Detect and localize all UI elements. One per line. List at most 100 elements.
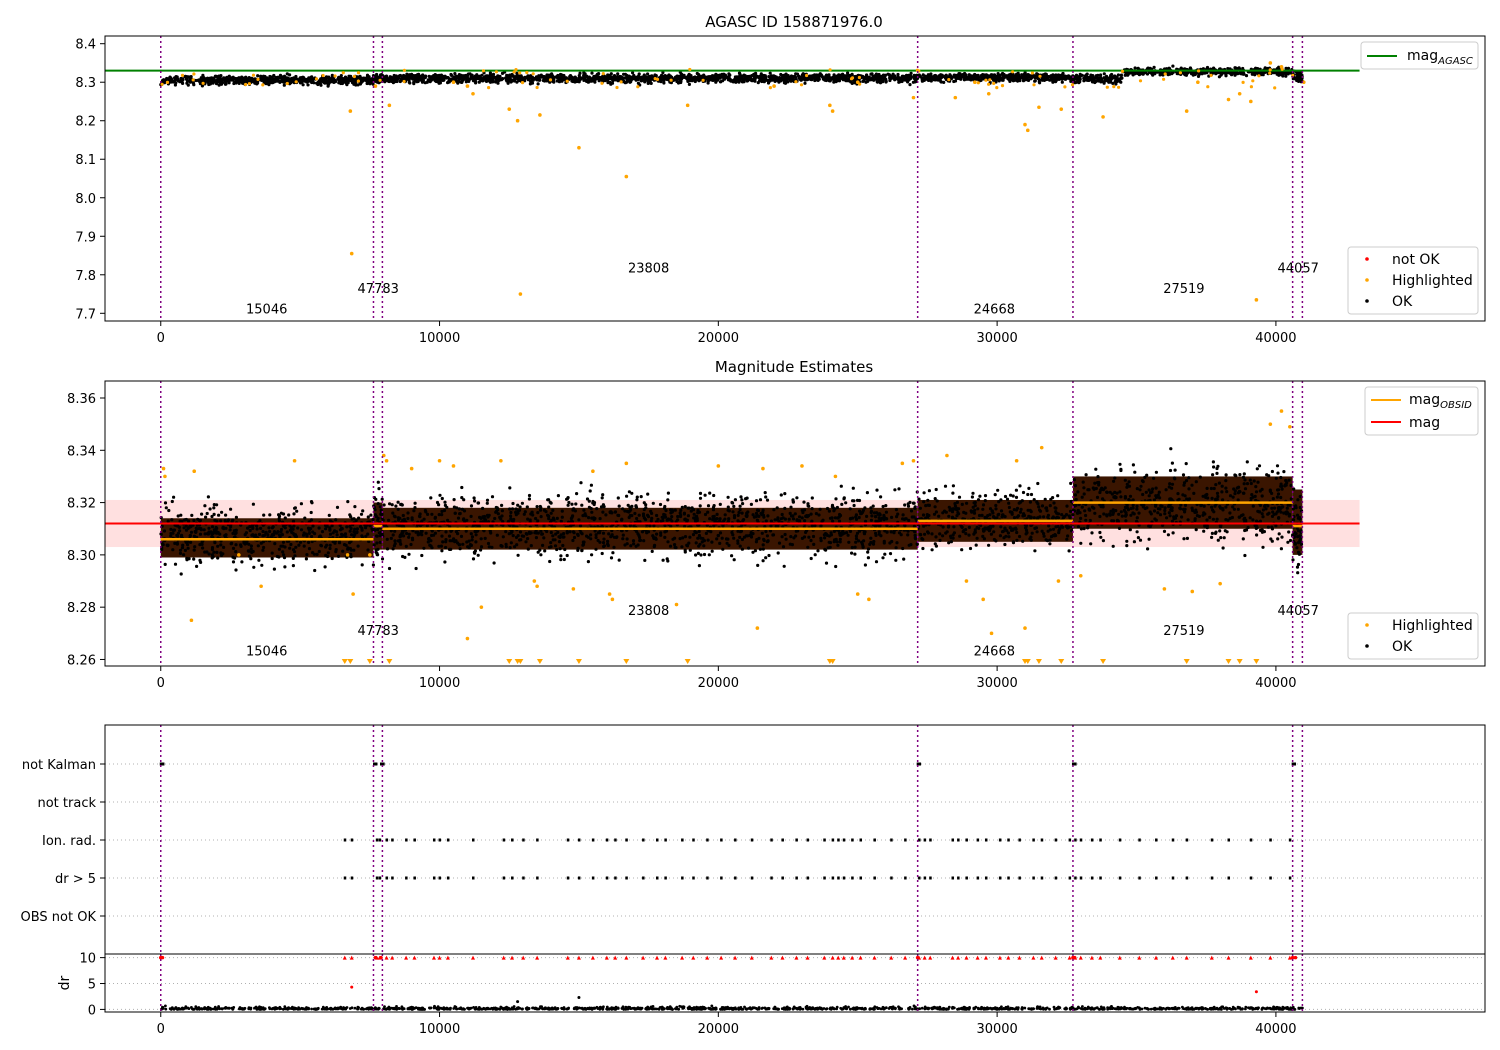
magnitude-ok-point	[830, 516, 834, 520]
magnitude-ok-point	[869, 536, 873, 540]
magnitude-ok-point	[328, 543, 332, 547]
agasc-ok-point	[646, 75, 650, 80]
agasc-ok-point	[506, 76, 510, 80]
magnitude-ok-point	[567, 500, 571, 505]
agasc-ok-point	[453, 72, 457, 76]
agasc-ok-point	[259, 78, 263, 82]
agasc-ok-point	[865, 77, 869, 81]
agasc-ok-point	[558, 76, 562, 80]
magnitude-ok-point	[389, 529, 393, 533]
magnitude-ok-point	[504, 542, 508, 546]
magnitude-ok-point	[516, 553, 520, 557]
magnitude-ok-point	[251, 549, 255, 554]
agasc-ok-point	[1015, 72, 1019, 76]
magnitude-ok-point	[437, 544, 441, 548]
magnitude-ok-point	[827, 509, 832, 513]
agasc-ok-point	[616, 72, 620, 76]
magnitude-ok-point	[542, 508, 546, 512]
agasc-ok-point	[550, 72, 554, 76]
magnitude-ok-point	[283, 565, 287, 569]
agasc-ok-point	[601, 74, 605, 78]
magnitude-ok-point	[210, 532, 214, 536]
magnitude-ok-point	[170, 518, 174, 522]
agasc-ok-point	[316, 82, 320, 87]
magnitude-ok-point	[357, 516, 361, 520]
agasc-ok-point	[341, 77, 345, 81]
magnitude-ok-point	[231, 546, 236, 550]
agasc-highlighted-point	[192, 72, 196, 76]
magnitude-ok-point	[572, 535, 577, 540]
agasc-ok-point	[791, 77, 795, 81]
agasc-highlighted-point	[1268, 71, 1272, 75]
agasc-ok-point	[419, 76, 423, 80]
magnitude-ok-point	[650, 511, 654, 515]
magnitude-ok-point	[706, 538, 710, 542]
magnitude-ok-point	[324, 553, 328, 557]
magnitude-ok-point	[555, 516, 559, 520]
magnitude-ok-point	[721, 547, 725, 551]
magnitude-ok-point	[375, 528, 380, 532]
agasc-ok-point	[232, 81, 236, 86]
magnitude-ok-point	[380, 497, 384, 501]
agasc-highlighted-point	[857, 75, 862, 80]
agasc-ok-point	[196, 78, 200, 82]
agasc-ok-point	[217, 74, 221, 78]
agasc-ok-point	[496, 81, 500, 85]
agasc-ok-point	[897, 80, 901, 84]
magnitude-ok-point	[679, 513, 683, 517]
magnitude-ok-point	[305, 534, 309, 538]
magnitude-ok-point	[868, 542, 872, 546]
magnitude-ok-point	[299, 502, 303, 506]
agasc-ok-point	[460, 80, 464, 84]
magnitude-ok-point	[438, 493, 442, 497]
magnitude-ok-point	[490, 495, 495, 499]
magnitude-ok-point	[251, 502, 255, 506]
magnitude-ok-point	[376, 480, 380, 484]
agasc-ok-point	[832, 77, 837, 81]
magnitude-ok-point	[371, 517, 375, 522]
agasc-ok-point	[1146, 66, 1150, 70]
magnitude-ok-point	[277, 519, 281, 523]
agasc-ok-point	[1123, 73, 1127, 77]
magnitude-ok-point	[598, 517, 602, 521]
magnitude-ok-point	[360, 534, 364, 538]
agasc-ok-point	[709, 75, 713, 79]
magnitude-ok-point	[577, 518, 581, 522]
agasc-highlighted-point	[520, 81, 525, 85]
magnitude-ok-point	[281, 550, 285, 554]
magnitude-ok-point	[730, 500, 734, 505]
agasc-ok-point	[1082, 79, 1086, 83]
agasc-highlighted-point	[976, 81, 980, 85]
agasc-ok-point	[425, 80, 429, 84]
magnitude-ok-point	[249, 557, 253, 561]
magnitude-ok-point	[172, 495, 176, 499]
agasc-obsid-label: 27519	[1163, 282, 1204, 297]
magnitude-ok-point	[508, 486, 512, 490]
agasc-ok-point	[737, 71, 742, 75]
magnitude-ok-point	[590, 510, 594, 514]
agasc-ok-point	[397, 74, 401, 79]
agasc-ok-point	[433, 78, 437, 82]
magnitude-ok-point	[704, 531, 709, 535]
magnitude-ok-point	[222, 545, 226, 549]
magnitude-ok-point	[486, 520, 491, 524]
magnitude-ok-point	[869, 518, 874, 522]
magnitude-ok-point	[366, 532, 370, 536]
agasc-ok-point	[174, 81, 178, 85]
agasc-legend-bottom: not OK Highlighted OK	[1347, 246, 1479, 315]
agasc-highlighted-point	[794, 80, 798, 84]
magnitude-ok-point	[257, 532, 262, 536]
magnitude-ok-point	[462, 498, 466, 502]
agasc-ok-point	[278, 80, 282, 84]
magnitude-ok-point	[580, 532, 584, 536]
magnitude-ok-point	[688, 535, 692, 539]
magnitude-ok-point	[344, 535, 348, 539]
agasc-ok-point	[743, 74, 747, 78]
agasc-ok-point	[438, 75, 442, 79]
magnitude-ok-point	[307, 531, 311, 535]
magnitude-ok-point	[874, 524, 878, 528]
agasc-axes-frame	[104, 35, 1486, 322]
agasc-ok-point	[996, 74, 1001, 79]
agasc-ok-point	[992, 73, 997, 77]
magnitude-ok-point	[652, 524, 656, 528]
